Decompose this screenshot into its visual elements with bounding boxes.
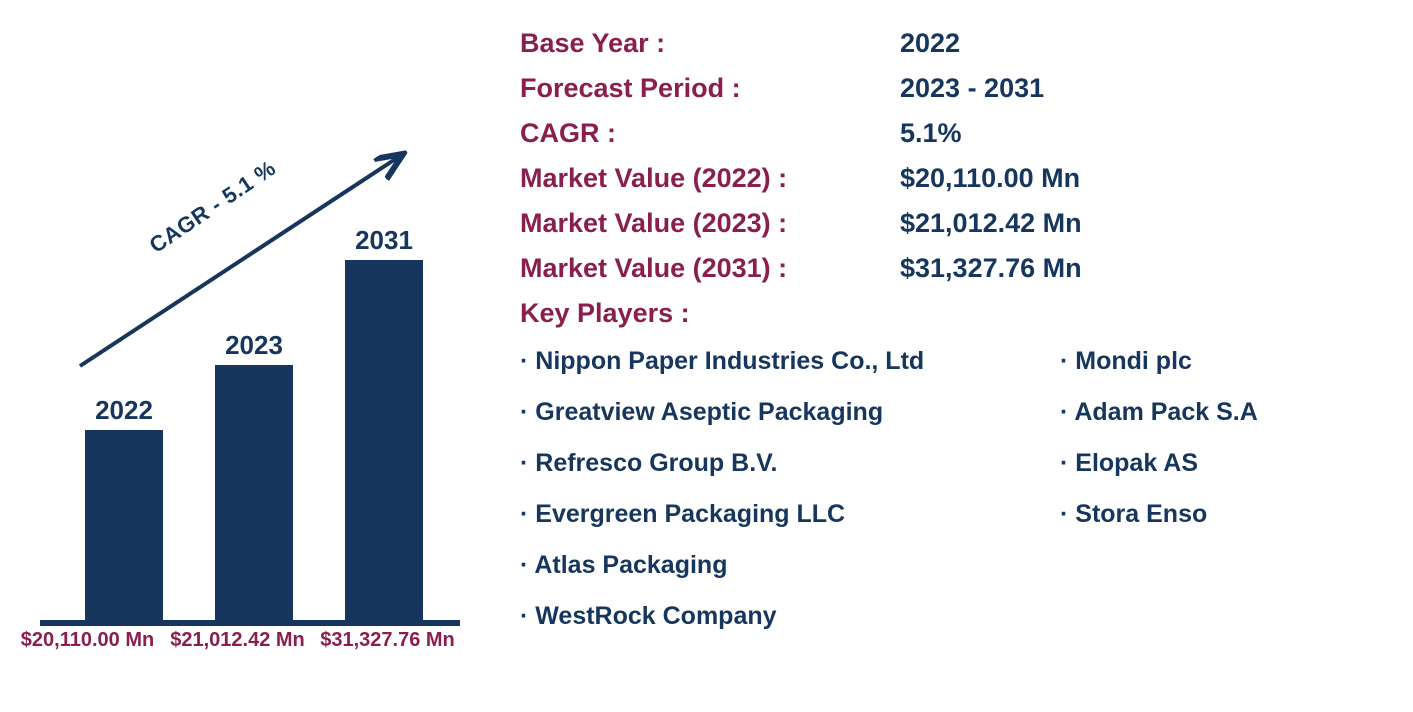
bar-bottom-label: $20,110.00 Mn xyxy=(10,629,165,652)
detail-row-base-year: Base Year : 2022 xyxy=(520,28,1393,59)
detail-label: Forecast Period : xyxy=(520,73,900,104)
bar-bottom-label: $31,327.76 Mn xyxy=(310,629,465,652)
detail-value: $31,327.76 Mn xyxy=(900,253,1082,284)
key-player-item: · Greatview Aseptic Packaging xyxy=(520,398,1060,427)
x-axis xyxy=(40,620,460,626)
key-player-item: · Mondi plc xyxy=(1060,347,1393,376)
key-player-item: · Evergreen Packaging LLC xyxy=(520,500,1060,529)
detail-label: Base Year : xyxy=(520,28,900,59)
bar-top-label: 2031 xyxy=(314,225,454,256)
key-player-item: · Adam Pack S.A xyxy=(1060,398,1393,427)
bar-top-label: 2022 xyxy=(54,395,194,426)
key-players-grid: · Nippon Paper Industries Co., Ltd · Gre… xyxy=(520,347,1393,653)
detail-value: 2023 - 2031 xyxy=(900,73,1044,104)
bar-top-label: 2023 xyxy=(184,330,324,361)
key-players-title: Key Players : xyxy=(520,298,1393,329)
detail-value: 2022 xyxy=(900,28,960,59)
detail-row-forecast-period: Forecast Period : 2023 - 2031 xyxy=(520,73,1393,104)
detail-value: $20,110.00 Mn xyxy=(900,163,1080,194)
key-player-item: · Refresco Group B.V. xyxy=(520,449,1060,478)
detail-label: CAGR : xyxy=(520,118,900,149)
key-player-item: · Elopak AS xyxy=(1060,449,1393,478)
bar-2023 xyxy=(215,365,293,620)
detail-row-mv-2022: Market Value (2022) : $20,110.00 Mn xyxy=(520,163,1393,194)
bar-bottom-label: $21,012.42 Mn xyxy=(160,629,315,652)
detail-value: 5.1% xyxy=(900,118,962,149)
detail-row-mv-2031: Market Value (2031) : $31,327.76 Mn xyxy=(520,253,1393,284)
detail-label: Market Value (2022) : xyxy=(520,163,900,194)
detail-label: Market Value (2023) : xyxy=(520,208,900,239)
bar-chart: 2022 2023 2031 CAGR - 5.1 % xyxy=(40,186,460,626)
detail-row-cagr: CAGR : 5.1% xyxy=(520,118,1393,149)
detail-label: Market Value (2031) : xyxy=(520,253,900,284)
key-player-item: · Nippon Paper Industries Co., Ltd xyxy=(520,347,1060,376)
key-player-item: · Stora Enso xyxy=(1060,500,1393,529)
details-panel: Base Year : 2022 Forecast Period : 2023 … xyxy=(470,0,1413,712)
key-player-item: · WestRock Company xyxy=(520,602,1060,631)
bar-2022 xyxy=(85,430,163,620)
key-players-col-right: · Mondi plc · Adam Pack S.A · Elopak AS … xyxy=(1060,347,1393,653)
detail-value: $21,012.42 Mn xyxy=(900,208,1082,239)
bar-2031 xyxy=(345,260,423,620)
key-player-item: · Atlas Packaging xyxy=(520,551,1060,580)
key-players-col-left: · Nippon Paper Industries Co., Ltd · Gre… xyxy=(520,347,1060,653)
infographic-container: 2022 2023 2031 CAGR - 5.1 % $20,110.00 M… xyxy=(0,0,1413,712)
chart-panel: 2022 2023 2031 CAGR - 5.1 % $20,110.00 M… xyxy=(0,0,470,712)
detail-row-mv-2023: Market Value (2023) : $21,012.42 Mn xyxy=(520,208,1393,239)
cagr-arrow-label: CAGR - 5.1 % xyxy=(145,155,281,259)
